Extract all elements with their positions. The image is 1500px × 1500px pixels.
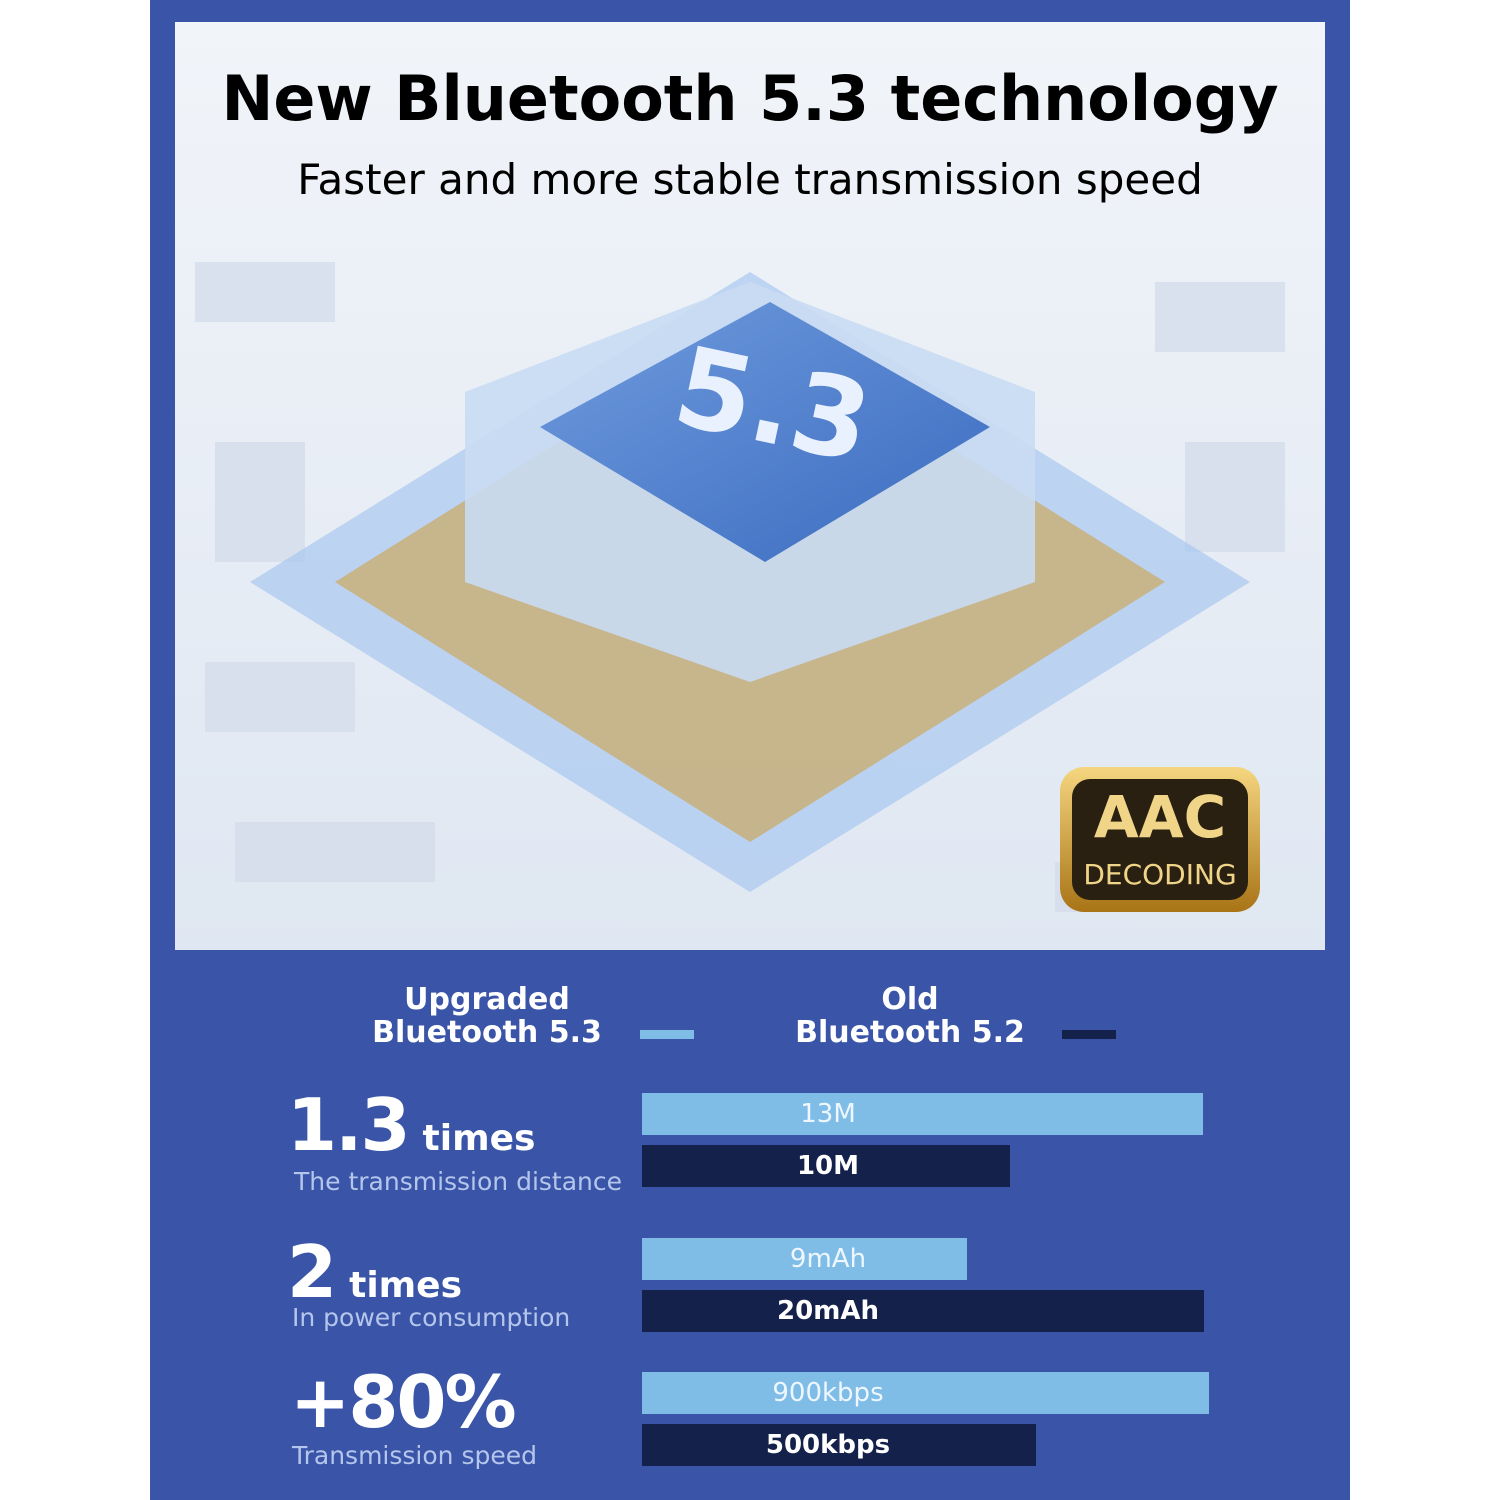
subtitle: Faster and more stable transmission spee… [297, 155, 1203, 204]
badge-bottom: DECODING [1083, 858, 1236, 891]
badge-top: AAC [1094, 783, 1226, 851]
legend-swatch [1062, 1030, 1116, 1039]
bar-label: 500kbps [765, 1430, 891, 1460]
bar-label: 13M [800, 1099, 856, 1129]
stat-caption: The transmission distance [294, 1167, 623, 1196]
stat-value: 2 [287, 1230, 337, 1314]
stat-unit: times [349, 1265, 463, 1306]
product-image: 5.3 AAC DECODING [175, 22, 1325, 950]
stat: +80% [290, 1360, 517, 1444]
stat-value: 1.3 [287, 1083, 411, 1167]
legend-line: Upgraded [404, 982, 570, 1017]
stat: 2 times [287, 1230, 462, 1314]
stat-value: +80% [290, 1360, 517, 1444]
legend-line: Bluetooth 5.2 [795, 1015, 1025, 1050]
legend-line: Bluetooth 5.3 [372, 1015, 602, 1050]
bar: 20mAh [642, 1290, 1204, 1332]
bar: 10M [642, 1145, 1010, 1187]
stat-unit: times [422, 1118, 536, 1159]
bar: 900kbps [642, 1372, 1209, 1414]
bar-label: 10M [796, 1151, 860, 1181]
bar: 13M [642, 1093, 1203, 1135]
bar: 9mAh [642, 1238, 967, 1280]
legend-swatch [640, 1030, 694, 1039]
stat-caption: In power consumption [292, 1303, 571, 1332]
bar-label: 9mAh [789, 1244, 867, 1274]
bar-label: 900kbps [772, 1378, 884, 1408]
bar: 500kbps [642, 1424, 1036, 1466]
legend-label: Upgraded Bluetooth 5.3 [337, 983, 637, 1049]
stat-caption: Transmission speed [292, 1441, 537, 1470]
title: New Bluetooth 5.3 technology [221, 62, 1279, 135]
bar-label: 20mAh [777, 1296, 879, 1326]
stat: 1.3 times [287, 1083, 535, 1167]
chip-illustration: 5.3 AAC DECODING [195, 262, 1285, 912]
legend-label: Old Bluetooth 5.2 [760, 983, 1060, 1049]
legend-line: Old [881, 982, 939, 1017]
